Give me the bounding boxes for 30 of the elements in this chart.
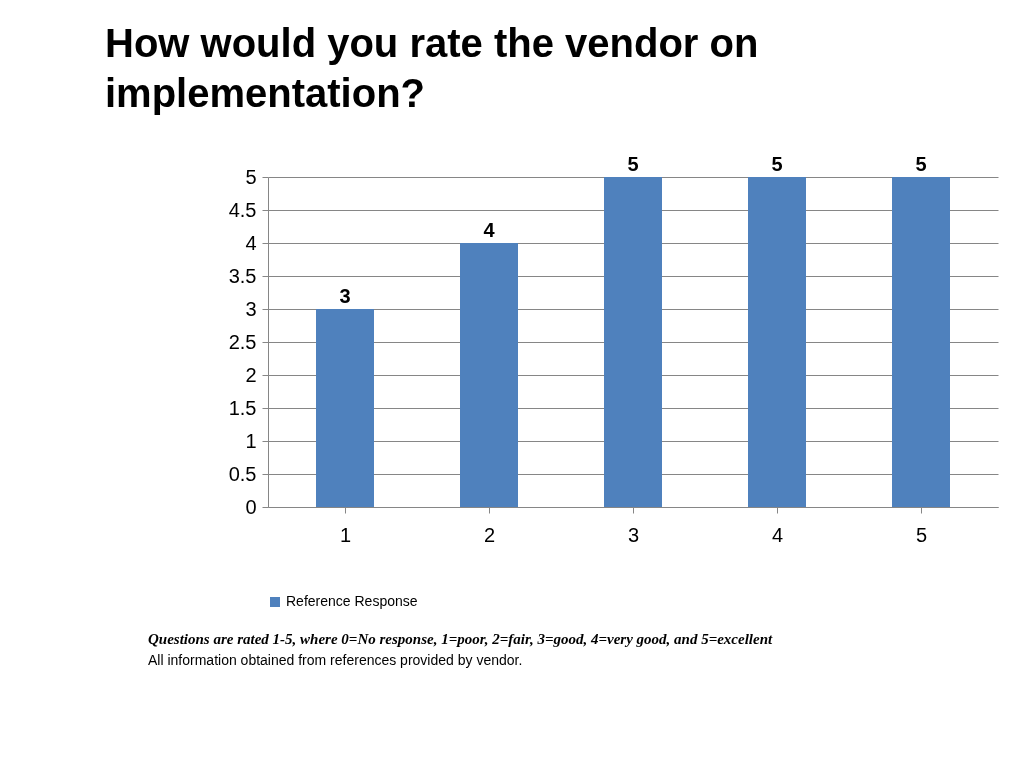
y-tick-label: 0.5: [228, 462, 257, 485]
x-tick-label: 3: [627, 523, 640, 546]
bar: [892, 177, 950, 507]
y-tick-label: 4: [245, 231, 257, 254]
bar: [748, 177, 806, 507]
x-tick-label: 1: [339, 523, 352, 546]
text: All information obtained from references provided by vendor.: [148, 652, 523, 668]
data-label: 5: [627, 153, 639, 175]
data-label: 4: [483, 219, 496, 241]
chart-title: How would you rate the vendor on implementation?: [105, 21, 759, 115]
data-label: 5: [915, 153, 927, 175]
data-label: 3: [339, 285, 351, 307]
x-tick-label: 5: [915, 523, 928, 546]
x-tick-label: 4: [771, 523, 784, 546]
y-tick-label: 2: [245, 363, 257, 386]
legend-label: Reference Response: [286, 593, 418, 609]
y-tick-label: 0: [245, 495, 257, 518]
bar: [460, 243, 518, 507]
y-tick-label: 3.5: [228, 264, 257, 287]
bar: [316, 309, 374, 507]
y-tick-label: 5: [245, 165, 257, 188]
text: Questions are rated 1-5, where 0=No response, 1=poor, 2=fair, 3=good, 4=very good, and 5=excellent: [148, 631, 774, 647]
bar: [604, 177, 662, 507]
y-tick-label: 1.5: [228, 396, 257, 419]
x-tick-label: 2: [483, 523, 496, 546]
data-label: 5: [771, 153, 783, 175]
y-tick-label: 2.5: [228, 330, 257, 353]
y-tick-label: 4.5: [228, 198, 257, 221]
y-tick-label: 1: [245, 429, 257, 452]
y-tick-label: 3: [245, 297, 257, 320]
